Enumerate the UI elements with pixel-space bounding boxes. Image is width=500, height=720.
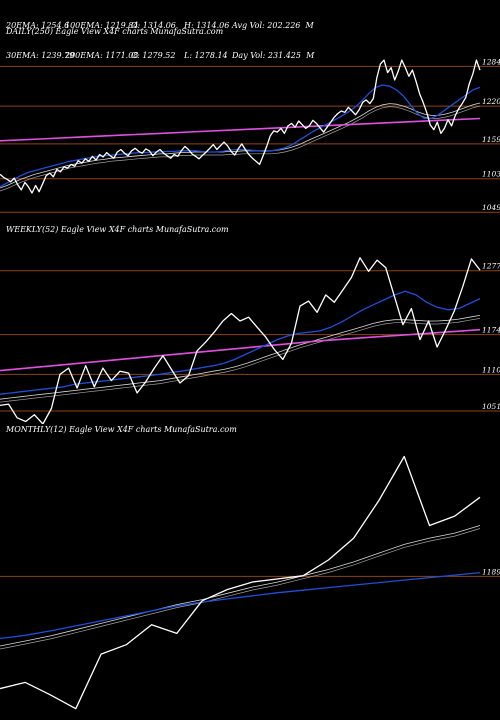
weekly-caption: WEEKLY(52) Eagle View X4F charts MunafaS… — [6, 225, 229, 234]
y-tick-label: 1220 — [482, 97, 500, 106]
ema-slow-line — [0, 315, 481, 400]
y-tick-label: 1049 — [482, 203, 500, 212]
header-row-2: 30EMA: 1239.79200EMA: 1171.08C: 1279.52 L… — [6, 51, 496, 61]
ema-fast-line — [0, 290, 481, 395]
ema-slow-line — [0, 525, 481, 647]
y-tick-label: 1284 — [482, 57, 500, 66]
y-tick-label: 1277 — [482, 262, 500, 271]
trend-line — [0, 328, 481, 372]
header-row-1: 20EMA: 1254.6100EMA: 1219.84O: 1314.06 H:… — [6, 21, 496, 31]
trend-line — [0, 117, 481, 142]
price-line — [0, 257, 481, 424]
y-tick-label: 1159 — [482, 135, 500, 144]
daily-caption: DAILY(250) Eagle View X4F charts MunafaS… — [6, 27, 224, 36]
stat-avg-vol: Avg Vol: 202.226 M — [232, 21, 314, 30]
stat-day-vol: Day Vol: 231.425 M — [232, 51, 315, 60]
y-tick-label: 1051 — [482, 402, 500, 411]
daily-chart: 1284 1220 1159 1103 1049 — [0, 57, 500, 213]
stat-100ema: 100EMA: 1219.84 — [65, 21, 139, 30]
ema-fast-line — [0, 571, 481, 640]
ema-fast-line — [0, 84, 481, 188]
y-tick-label: 1189 — [482, 567, 500, 576]
stat-close: C: 1279.52 — [131, 51, 176, 60]
y-tick-label: 1103 — [482, 170, 500, 179]
stat-200ema: 200EMA: 1171.08 — [65, 51, 139, 60]
stat-low: L: 1278.14 — [184, 51, 228, 60]
monthly-caption: MONTHLY(12) Eagle View X4F charts Munafa… — [6, 425, 237, 434]
price-line — [0, 455, 481, 710]
ema-slow-line-secondary — [0, 528, 481, 650]
weekly-chart: 1277 1174 1110 1051 — [0, 257, 500, 424]
stat-open: O: 1314.06 — [131, 21, 176, 30]
stat-20ema: 20EMA: 1254.6 — [6, 21, 70, 30]
stat-high: H: 1314.06 — [184, 21, 230, 30]
y-tick-label: 1174 — [482, 326, 500, 335]
stat-30ema: 30EMA: 1239.79 — [6, 51, 75, 60]
ema-slow-line-secondary — [0, 105, 481, 192]
price-line — [0, 59, 481, 194]
ema-slow-line — [0, 102, 481, 189]
monthly-chart: 1189 — [0, 455, 500, 710]
y-tick-label: 1110 — [482, 365, 500, 374]
ema-slow-line-secondary — [0, 318, 481, 403]
header-stats: 20EMA: 1254.6100EMA: 1219.84O: 1314.06 H:… — [6, 1, 496, 71]
